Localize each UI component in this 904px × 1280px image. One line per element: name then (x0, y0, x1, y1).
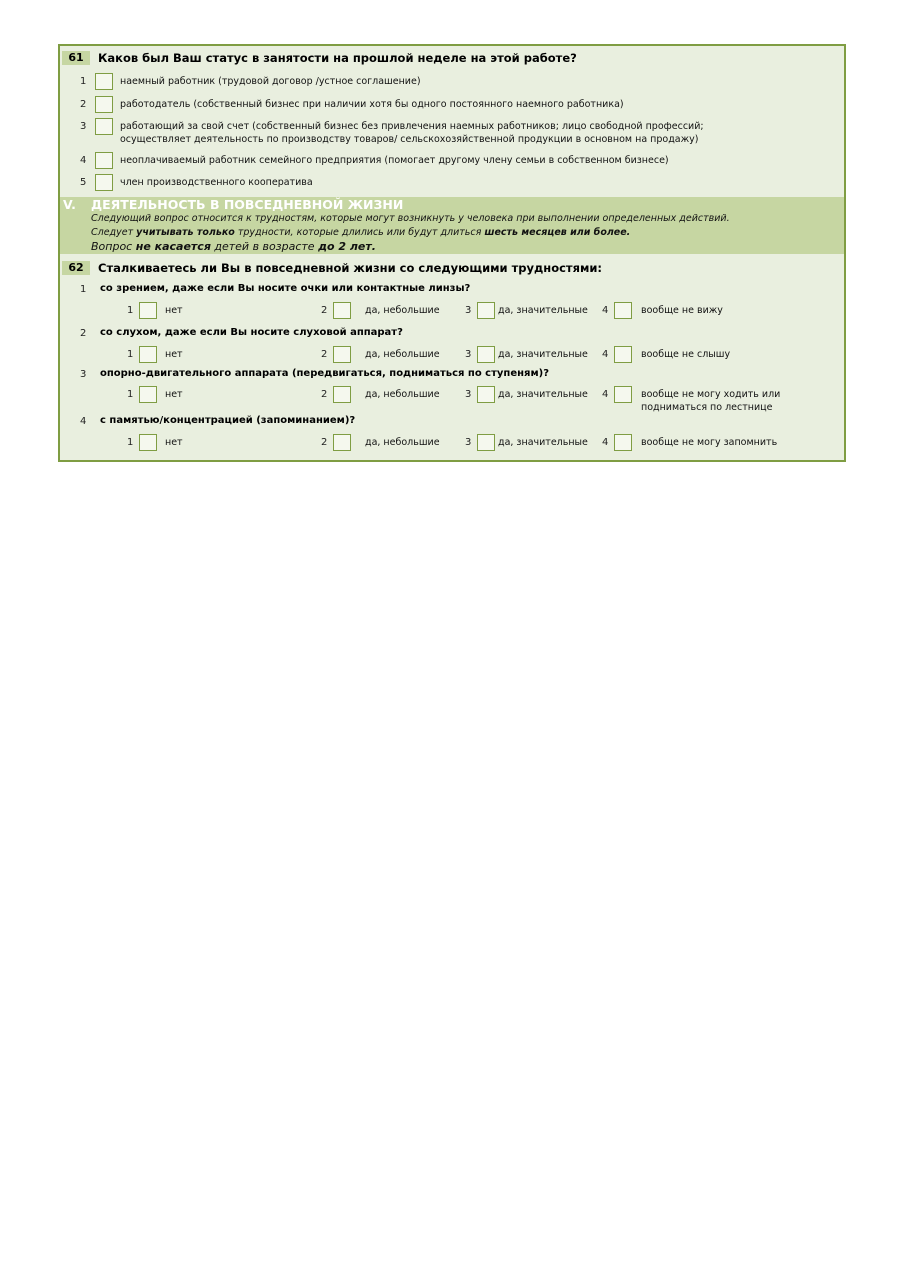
answer-number: 1 (127, 437, 134, 448)
option-checkbox[interactable] (95, 96, 113, 113)
note-emphasis: не касается (135, 240, 211, 253)
subquestion-text: с памятью/концентрацией (запоминанием)? (100, 415, 356, 426)
option-checkbox[interactable] (95, 118, 113, 135)
option-label: наемный работник (трудовой договор /устн… (120, 76, 421, 87)
answer-number: 1 (127, 305, 134, 316)
option-checkbox[interactable] (95, 174, 113, 191)
answer-label: нет (165, 389, 183, 400)
section-note-3: Вопрос не касается детей в возрасте до 2… (91, 240, 376, 253)
question-61-title: Каков был Ваш статус в занятости на прош… (98, 51, 577, 65)
answer-label: вообще не вижу (641, 305, 723, 316)
answer-label-cont: подниматься по лестнице (641, 402, 773, 413)
answer-number: 3 (465, 389, 472, 400)
answer-checkbox[interactable] (477, 346, 495, 363)
subquestion-number: 2 (80, 328, 87, 339)
answer-number: 3 (465, 305, 472, 316)
answer-label: вообще не могу ходить или (641, 389, 781, 400)
note-emphasis: до 2 лет. (318, 240, 376, 253)
question-number-62: 62 (62, 261, 90, 275)
answer-label: да, небольшие (365, 349, 440, 360)
answer-number: 2 (321, 349, 328, 360)
section-number: V. (63, 197, 76, 212)
answer-checkbox[interactable] (333, 302, 351, 319)
answer-label: да, небольшие (365, 437, 440, 448)
answer-label: да, небольшие (365, 305, 440, 316)
answer-number: 1 (127, 389, 134, 400)
questionnaire-frame: 61 Каков был Ваш статус в занятости на п… (58, 44, 846, 462)
answer-checkbox[interactable] (333, 346, 351, 363)
answer-checkbox[interactable] (477, 386, 495, 403)
section-note-2: Следует учитывать только трудности, кото… (91, 227, 630, 238)
option-checkbox[interactable] (95, 73, 113, 90)
answer-checkbox[interactable] (477, 302, 495, 319)
section-title: ДЕЯТЕЛЬНОСТЬ В ПОВСЕДНЕВНОЙ ЖИЗНИ (91, 197, 404, 212)
option-number: 3 (80, 121, 87, 132)
answer-number: 3 (465, 437, 472, 448)
answer-number: 4 (602, 437, 609, 448)
answer-label: да, значительные (498, 389, 588, 400)
answer-checkbox[interactable] (477, 434, 495, 451)
answer-label: да, небольшие (365, 389, 440, 400)
answer-label: вообще не могу запомнить (641, 437, 778, 448)
section-band: V. ДЕЯТЕЛЬНОСТЬ В ПОВСЕДНЕВНОЙ ЖИЗНИ Сле… (60, 197, 844, 254)
option-number: 2 (80, 99, 87, 110)
answer-checkbox[interactable] (614, 346, 632, 363)
answer-number: 4 (602, 349, 609, 360)
note-text: трудности, которые длились или будут дли… (234, 227, 485, 238)
answer-checkbox[interactable] (139, 346, 157, 363)
answer-checkbox[interactable] (614, 302, 632, 319)
answer-checkbox[interactable] (139, 302, 157, 319)
answer-checkbox[interactable] (333, 434, 351, 451)
answer-label: да, значительные (498, 305, 588, 316)
option-number: 1 (80, 76, 87, 87)
answer-number: 2 (321, 437, 328, 448)
section-note-1: Следующий вопрос относится к трудностям,… (91, 213, 730, 224)
answer-label: вообще не слышу (641, 349, 731, 360)
answer-checkbox[interactable] (139, 434, 157, 451)
subquestion-text: со слухом, даже если Вы носите слуховой … (100, 327, 403, 338)
subquestion-text: со зрением, даже если Вы носите очки или… (100, 283, 471, 294)
note-emphasis: учитывать только (136, 227, 235, 238)
question-number-61: 61 (62, 51, 90, 65)
option-label: работающий за свой счет (собственный биз… (120, 121, 704, 132)
option-label: член производственного кооператива (120, 177, 313, 188)
answer-label: да, значительные (498, 437, 588, 448)
option-label: работодатель (собственный бизнес при нал… (120, 99, 624, 110)
answer-checkbox[interactable] (614, 386, 632, 403)
answer-checkbox[interactable] (614, 434, 632, 451)
answer-label: нет (165, 437, 183, 448)
question-62-title: Сталкиваетесь ли Вы в повседневной жизни… (98, 261, 603, 275)
option-label: неоплачиваемый работник семейного предпр… (120, 155, 669, 166)
option-number: 5 (80, 177, 87, 188)
option-checkbox[interactable] (95, 152, 113, 169)
note-text: Следует (91, 227, 137, 238)
answer-label: нет (165, 349, 183, 360)
option-label-cont: осуществляет деятельность по производств… (120, 134, 699, 145)
answer-number: 1 (127, 349, 134, 360)
answer-number: 3 (465, 349, 472, 360)
answer-number: 2 (321, 389, 328, 400)
subquestion-text: опорно-двигательного аппарата (передвига… (100, 368, 549, 379)
note-text: Вопрос (91, 240, 136, 253)
answer-checkbox[interactable] (139, 386, 157, 403)
answer-number: 4 (602, 389, 609, 400)
answer-number: 2 (321, 305, 328, 316)
option-number: 4 (80, 155, 87, 166)
subquestion-number: 4 (80, 416, 87, 427)
subquestion-number: 1 (80, 284, 87, 295)
answer-label: да, значительные (498, 349, 588, 360)
answer-checkbox[interactable] (333, 386, 351, 403)
answer-number: 4 (602, 305, 609, 316)
subquestion-number: 3 (80, 369, 87, 380)
note-text: детей в возрасте (210, 240, 319, 253)
answer-label: нет (165, 305, 183, 316)
note-emphasis: шесть месяцев или более. (484, 227, 631, 238)
